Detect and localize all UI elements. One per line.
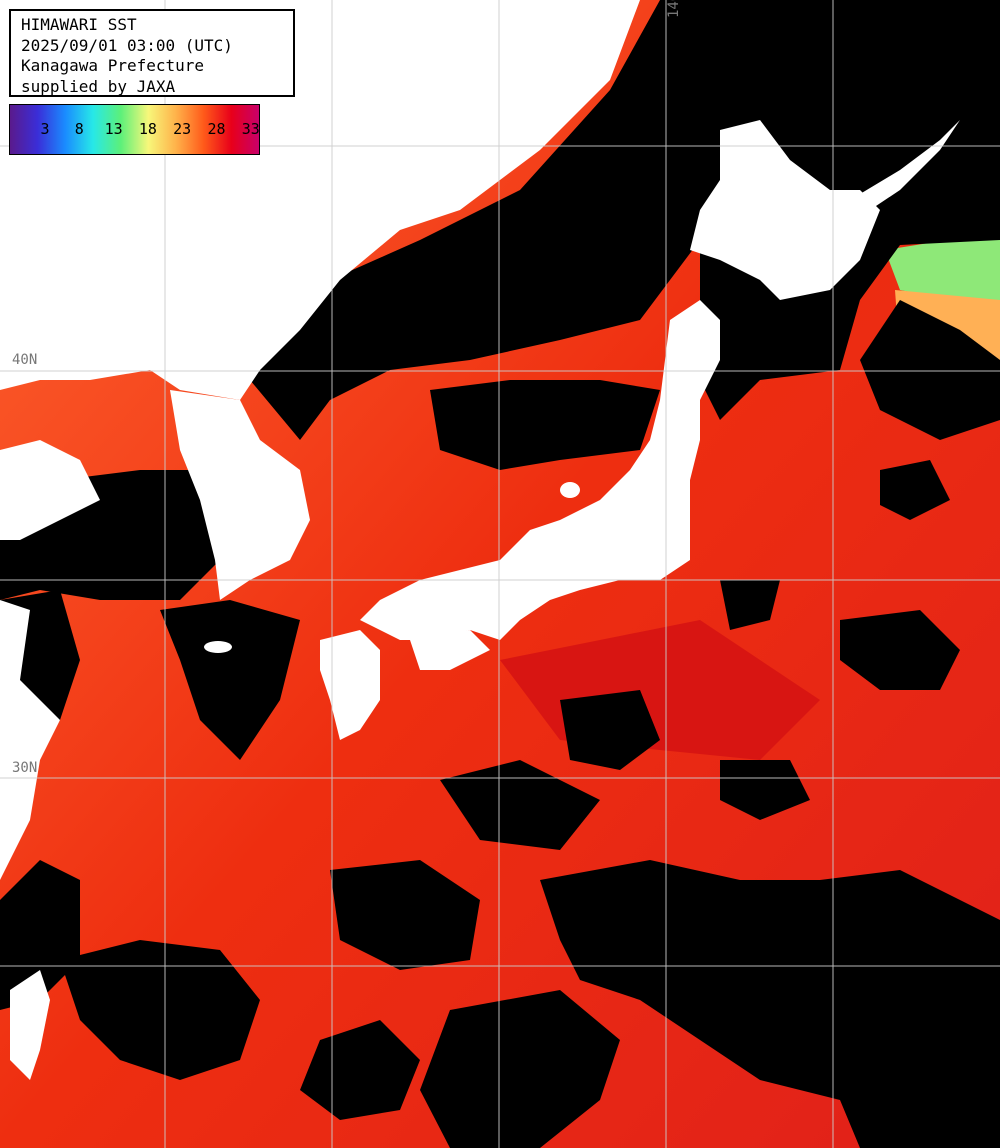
china-coast-north [0, 440, 100, 540]
map-datetime: 2025/09/01 03:00 (UTC) [21, 35, 233, 55]
color-legend: 3 8 13 18 23 28 33 [9, 104, 260, 155]
grid-label-140e: 140E [666, 0, 682, 18]
shikoku [410, 630, 490, 670]
map-title: HIMAWARI SST [21, 15, 137, 34]
grid-label-30n: 30N [12, 760, 38, 776]
sado-island [560, 482, 580, 498]
oki-island [398, 124, 422, 156]
info-box: HIMAWARI SST 2025/09/01 03:00 (UTC) Kana… [9, 9, 295, 97]
china-coast-east [0, 600, 60, 880]
honshu [360, 300, 720, 640]
legend-tick-23: 23 [173, 120, 192, 138]
map-credit: supplied by JAXA [21, 76, 176, 96]
sakhalin-kurils [850, 120, 960, 210]
legend-tick-labels: 3 8 13 18 23 28 33 [10, 105, 259, 154]
taiwan [10, 970, 50, 1080]
kyushu [320, 630, 380, 740]
legend-tick-3: 3 [40, 120, 50, 138]
korea-peninsula [170, 390, 310, 600]
legend-tick-18: 18 [138, 120, 157, 138]
legend-gradient-bar [10, 105, 259, 154]
legend-tick-13: 13 [104, 120, 123, 138]
legend-tick-28: 28 [207, 120, 226, 138]
asia-mainland [0, 0, 640, 400]
grid-label-40n: 40N [12, 352, 38, 368]
map-region: Kanagawa Prefecture [21, 56, 205, 75]
legend-tick-8: 8 [74, 120, 84, 138]
jeju-island [204, 641, 232, 653]
legend-tick-33: 33 [241, 120, 260, 138]
